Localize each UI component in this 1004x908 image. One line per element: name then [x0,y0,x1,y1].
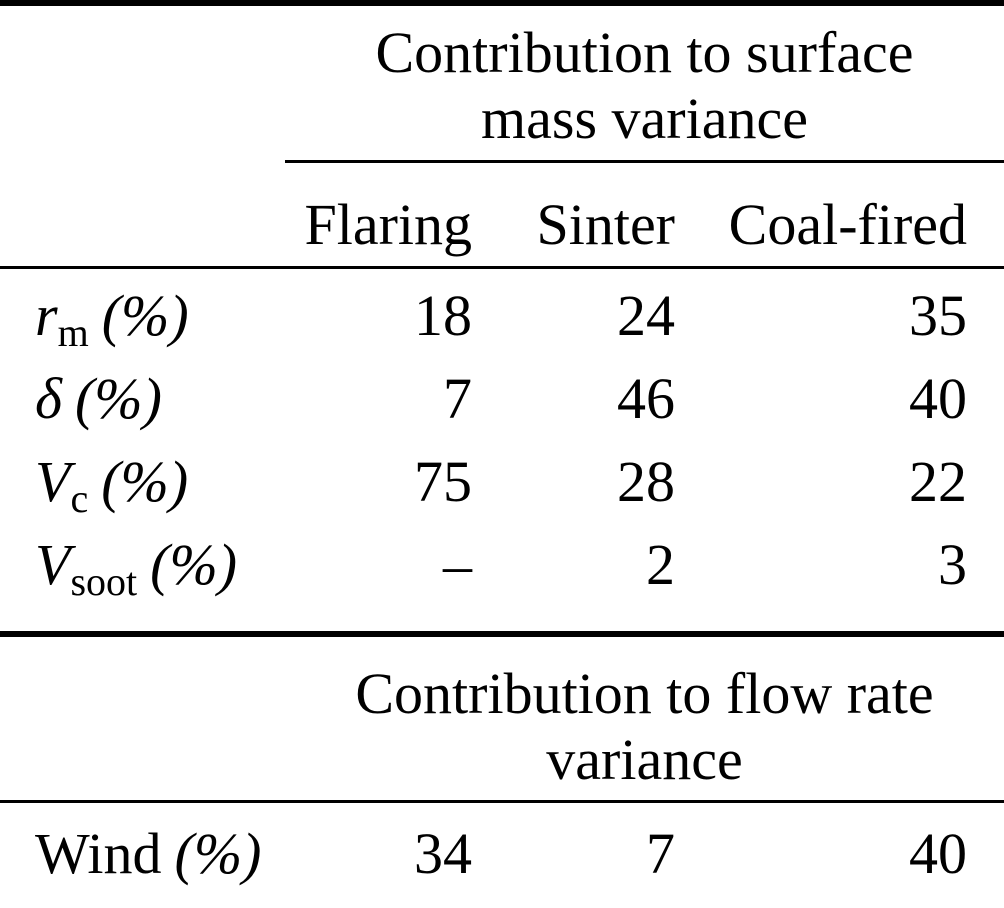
row-label-subscript: soot [70,559,138,604]
cell-value: 2 [646,532,675,597]
cell-value: 22 [909,449,967,514]
section1-body: rm (%) 18 24 35 δ (%) 7 46 40 Vc (%) 75 28 … [0,269,1004,631]
section2-title-line1: Contribution to flow rate [355,661,934,726]
column-header-flaring: Flaring [304,192,472,257]
cell-value: 35 [909,283,967,348]
table-row-rm: rm (%) 18 24 35 [0,283,1004,366]
column-header-coal-fired: Coal-fired [728,192,967,257]
table-row-vsoot: Vsoot (%) – 2 3 [0,532,1004,615]
row-label-unit: (%) [74,366,162,431]
section1-header-row: Contribution to surface mass variance [0,6,1004,163]
table-row-vc: Vc (%) 75 28 22 [0,449,1004,532]
row-label: Vc (%) [0,449,285,532]
cell-value: 24 [617,283,675,348]
cell-value: 34 [414,821,472,886]
section2-header-rule [0,800,1004,803]
section2-body: Wind(%) 34 7 40 ΔΩ(%) 66 93 60 [0,803,1004,908]
cell-value: 3 [938,532,967,597]
cell-value: 40 [909,366,967,431]
row-label-unit: (%) [101,283,189,348]
header-rule [0,266,1004,269]
column-header-row: Flaring Sinter Coal-fired [0,163,1004,266]
row-label-base: δ [35,366,62,431]
section-divider-rule [0,631,1004,637]
row-label: Wind (%) [0,819,285,906]
row-label: δ (%) [0,366,285,449]
cell-value: 7 [443,366,472,431]
row-label-base: Wind [35,821,162,886]
cell-value: 7 [646,821,675,886]
row-label-subscript: m [57,310,89,355]
label-column-spacer [0,637,285,800]
row-label: rm (%) [0,283,285,366]
row-label-base: V [35,532,71,597]
section1-title: Contribution to surface mass variance [285,6,1004,163]
section1-title-line2: mass variance [481,86,808,151]
row-label-unit: (%) [174,821,262,886]
cell-value: 28 [617,449,675,514]
top-rule [0,0,1004,6]
row-label-unit: (%) [150,532,238,597]
label-column-spacer [0,6,285,163]
section1-title-line1: Contribution to surface [375,20,914,85]
cell-value: 18 [414,283,472,348]
row-label-unit: (%) [101,449,189,514]
cell-value: 75 [414,449,472,514]
cell-value: 40 [909,821,967,886]
section2-header-row: Contribution to flow rate variance [0,637,1004,800]
column-header-sinter: Sinter [536,192,675,257]
table-row-delta: δ (%) 7 46 40 [0,366,1004,449]
row-label: Vsoot (%) [0,532,285,615]
cell-value: 46 [617,366,675,431]
row-label-subscript: c [70,476,89,521]
section2-title-line2: variance [546,727,743,792]
row-label-base: V [35,449,71,514]
cell-value-missing: – [443,532,472,597]
table-row-wind: Wind (%) 34 7 40 [0,819,1004,906]
section2-title: Contribution to flow rate variance [285,637,1004,800]
row-label-base: r [35,283,58,348]
